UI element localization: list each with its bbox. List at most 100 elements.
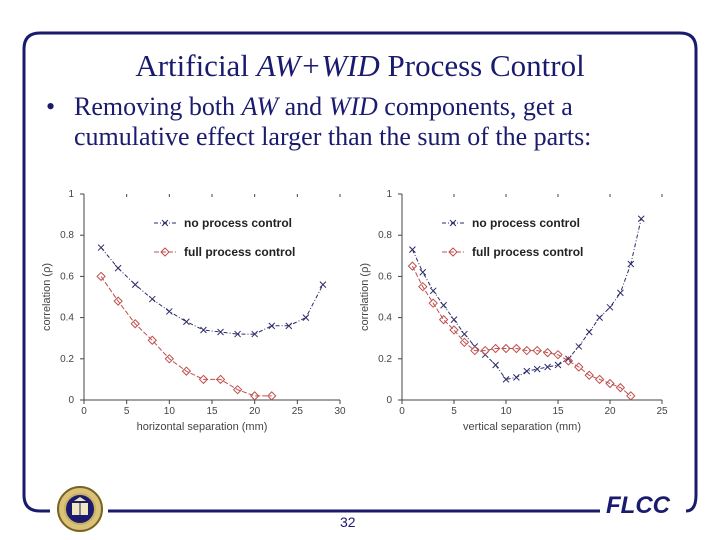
y-tick-label: 0.4 [378, 313, 392, 324]
y-tick-label: 0.4 [60, 313, 74, 324]
data-point [532, 345, 542, 356]
data-point [502, 376, 510, 383]
x-tick-label: 15 [552, 406, 564, 417]
legend-label: full process control [472, 245, 583, 259]
data-point [409, 246, 416, 253]
y-axis-label: correlation (ρ) [41, 263, 53, 331]
data-point [596, 314, 603, 321]
data-point [181, 366, 192, 376]
legend-label: no process control [472, 216, 580, 230]
x-tick-label: 15 [206, 406, 218, 417]
y-tick-label: 0.8 [378, 230, 392, 241]
y-tick-label: 0.6 [60, 271, 74, 282]
x-axis-label: vertical separation (mm) [463, 421, 581, 433]
y-tick-label: 0.8 [60, 230, 74, 241]
x-tick-label: 0 [81, 406, 87, 417]
legend-marker [161, 219, 169, 227]
data-point [429, 287, 437, 295]
x-tick-label: 5 [451, 406, 457, 417]
y-tick-label: 0 [386, 395, 392, 406]
data-point [148, 295, 156, 303]
data-point [113, 296, 123, 306]
data-point [480, 345, 490, 356]
data-point [584, 370, 594, 380]
data-point [438, 314, 449, 325]
data-point [183, 318, 190, 326]
data-point [637, 215, 645, 223]
legend-marker [160, 247, 170, 257]
data-point [165, 308, 173, 315]
y-tick-label: 1 [386, 189, 392, 200]
x-tick-label: 25 [656, 406, 668, 417]
data-point [428, 298, 438, 308]
flcc-logo: FLCC [606, 492, 670, 519]
data-point [553, 349, 563, 360]
data-point [461, 330, 468, 338]
data-point [594, 374, 605, 385]
data-point [450, 316, 458, 324]
data-point [164, 354, 175, 364]
x-tick-label: 10 [500, 406, 512, 417]
data-point [418, 281, 428, 292]
data-point [198, 374, 209, 385]
series-line [100, 276, 272, 397]
data-point [97, 244, 105, 251]
legend-marker [449, 219, 457, 227]
data-point [470, 345, 480, 356]
data-point [285, 322, 293, 330]
legend-marker [448, 247, 458, 257]
data-point [627, 260, 635, 268]
data-point [501, 343, 511, 354]
y-tick-label: 0.2 [378, 354, 392, 365]
data-point [96, 271, 106, 282]
data-point [440, 301, 447, 309]
data-point [267, 391, 277, 401]
data-point [513, 373, 520, 381]
data-point [319, 281, 327, 288]
data-point [459, 337, 470, 348]
data-point [565, 355, 572, 363]
data-point [575, 343, 583, 350]
y-axis-label: correlation (ρ) [360, 263, 371, 331]
data-point [251, 330, 259, 338]
x-axis-label: horizontal separation (mm) [137, 421, 268, 433]
y-tick-label: 0.6 [378, 271, 392, 282]
data-point [511, 343, 522, 354]
plot-area [402, 194, 662, 400]
data-point [114, 264, 122, 272]
data-point [217, 328, 224, 336]
data-point [533, 365, 541, 373]
data-point [419, 268, 427, 276]
page-number: 32 [340, 514, 356, 530]
data-point [490, 343, 501, 354]
slide-title: Artificial AW+WID Process Control [135, 48, 585, 83]
plot-area [84, 194, 340, 400]
data-point [544, 363, 551, 371]
x-tick-label: 25 [292, 406, 304, 417]
horizontal-separation-chart: 0 5 10 15 20 25 30 0 0.2 0.4 0.6 0.8 1 horizontal sep… [34, 186, 354, 441]
data-point [407, 261, 418, 271]
data-point [449, 325, 459, 335]
data-point [615, 382, 626, 393]
university-seal-icon [57, 486, 103, 532]
vertical-separation-chart: 0 5 10 15 20 25 0 0.2 0.4 0.6 0.8 1 vertical separat… [359, 186, 690, 441]
legend-label: no process control [184, 216, 292, 230]
data-point [232, 384, 243, 395]
legend-label: full process control [184, 245, 295, 259]
data-point [131, 281, 139, 288]
x-tick-label: 30 [334, 406, 346, 417]
data-point [522, 345, 532, 356]
x-tick-label: 20 [249, 406, 261, 417]
series-line [411, 218, 642, 380]
bullet-text: Removing both AW and WID components, get… [74, 92, 592, 151]
bullet-symbol: • [46, 92, 56, 121]
data-point [492, 361, 499, 369]
data-point [302, 314, 310, 321]
data-point [147, 335, 157, 345]
data-point [130, 319, 140, 329]
data-point [563, 356, 574, 366]
data-point [234, 330, 241, 338]
data-point [200, 326, 207, 334]
y-tick-label: 0.2 [60, 354, 74, 365]
